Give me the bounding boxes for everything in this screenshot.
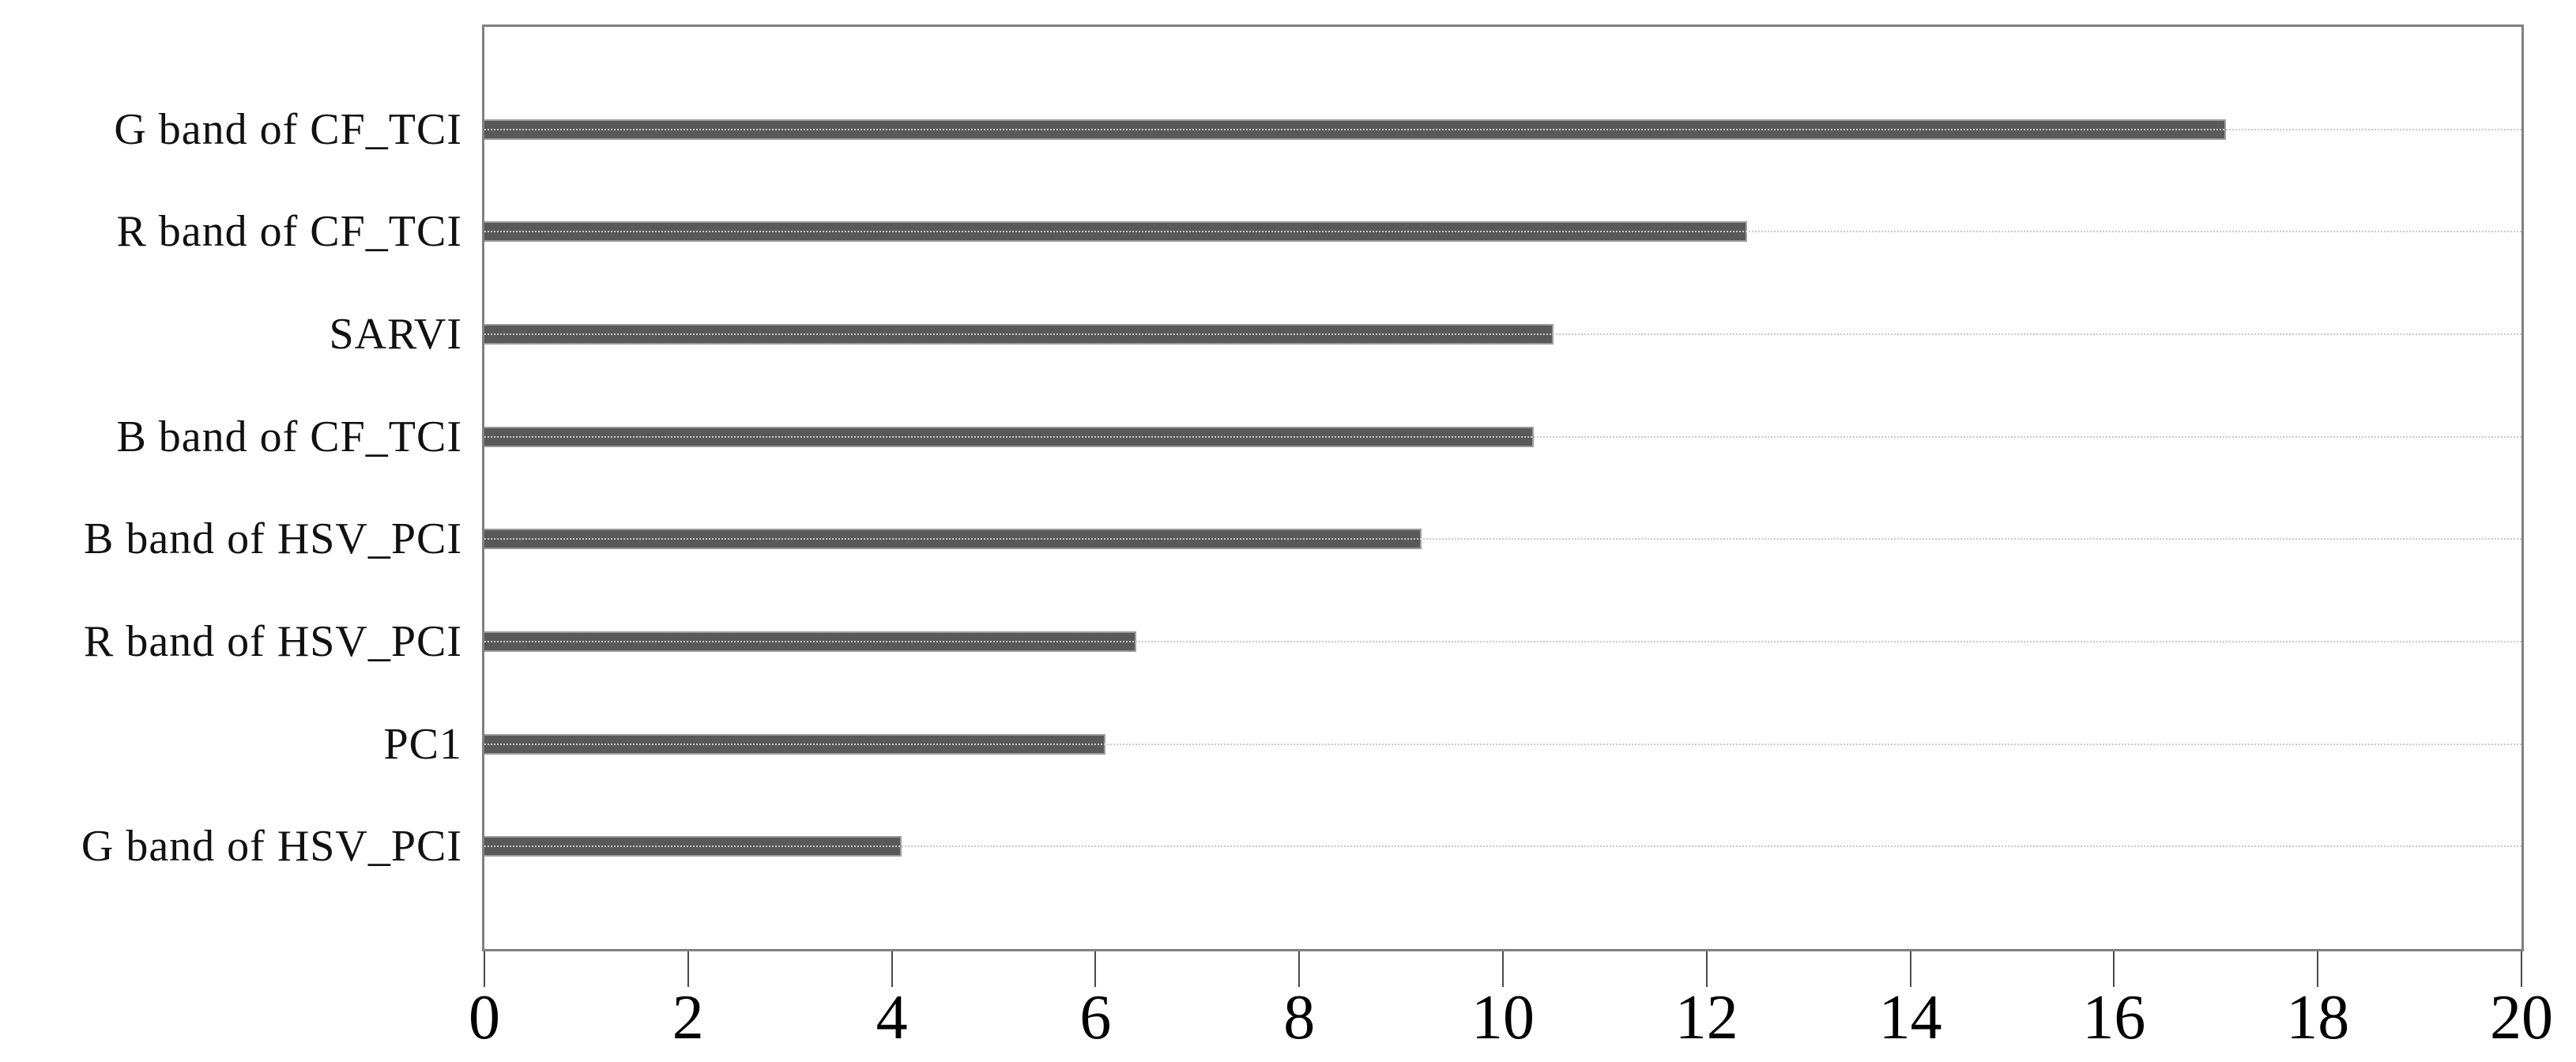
x-axis-tick	[891, 951, 893, 987]
x-axis-tick-label: 10	[1471, 983, 1535, 1053]
category-label: PC1	[383, 719, 462, 769]
x-axis-tick	[2317, 951, 2319, 987]
category-label: G band of HSV_PCI	[81, 822, 462, 872]
x-axis-tick	[2113, 951, 2115, 987]
category-label: R band of CF_TCI	[116, 207, 462, 257]
category-label: SARVI	[329, 310, 462, 359]
row-gridline	[484, 845, 2521, 848]
category-label: B band of CF_TCI	[116, 412, 462, 461]
x-axis-tick-label: 8	[1283, 983, 1316, 1053]
x-axis-tick-label: 16	[2082, 983, 2146, 1053]
x-axis-tick-label: 6	[1079, 983, 1112, 1053]
x-axis-tick-label: 14	[1878, 983, 1942, 1053]
x-axis-tick	[1502, 951, 1504, 987]
row-gridline	[484, 333, 2521, 335]
x-axis-tick	[1094, 951, 1097, 987]
x-axis-tick	[484, 951, 485, 987]
x-axis-tick-label: 0	[469, 983, 500, 1053]
x-axis-tick	[687, 951, 689, 987]
row-gridline	[484, 743, 2521, 745]
x-axis-tick	[1298, 951, 1301, 987]
category-label: G band of CF_TCI	[114, 104, 462, 154]
x-axis-tick	[1909, 951, 1911, 987]
x-axis-tick	[2521, 951, 2522, 987]
category-label: B band of HSV_PCI	[83, 514, 462, 564]
x-axis-tick-label: 18	[2286, 983, 2350, 1053]
row-gridline	[484, 128, 2521, 130]
x-axis-tick-label: 12	[1674, 983, 1738, 1053]
x-axis-tick-label: 4	[876, 983, 908, 1053]
category-label: R band of HSV_PCI	[83, 617, 462, 666]
plot-area	[482, 24, 2524, 951]
x-axis-tick-label: 20	[2490, 983, 2553, 1053]
row-gridline	[484, 538, 2521, 540]
row-gridline	[484, 231, 2521, 233]
row-gridline	[484, 435, 2521, 438]
row-gridline	[484, 641, 2521, 642]
x-axis-tick-label: 2	[672, 983, 704, 1053]
x-axis-tick	[1705, 951, 1708, 987]
